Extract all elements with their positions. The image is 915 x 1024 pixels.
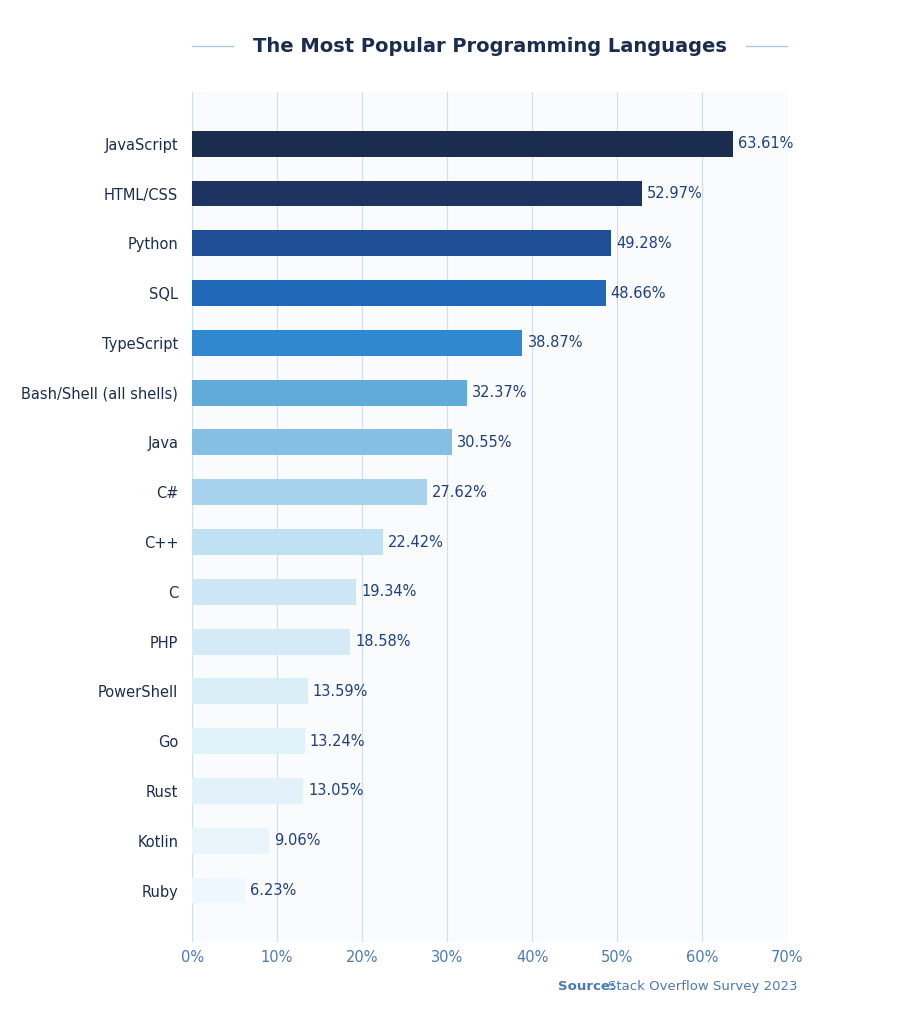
Bar	[192, 230, 611, 256]
Text: Source:: Source:	[558, 980, 616, 993]
Text: 18.58%: 18.58%	[355, 634, 411, 649]
Bar	[192, 878, 245, 903]
Bar	[192, 778, 303, 804]
Text: Stack Overflow Survey 2023: Stack Overflow Survey 2023	[608, 980, 798, 993]
Text: 49.28%: 49.28%	[616, 236, 672, 251]
Text: 38.87%: 38.87%	[528, 336, 583, 350]
Text: 30.55%: 30.55%	[457, 435, 512, 450]
Bar	[192, 180, 642, 207]
Bar	[192, 529, 382, 555]
Bar	[192, 827, 269, 854]
Text: 27.62%: 27.62%	[432, 484, 488, 500]
Text: 48.66%: 48.66%	[610, 286, 666, 301]
Text: 19.34%: 19.34%	[361, 585, 417, 599]
Bar	[192, 380, 468, 406]
Text: 13.59%: 13.59%	[313, 684, 368, 698]
Bar	[192, 579, 357, 605]
Bar	[192, 479, 426, 505]
Text: 32.37%: 32.37%	[472, 385, 528, 400]
Text: 9.06%: 9.06%	[274, 834, 320, 848]
Bar	[192, 131, 733, 157]
Bar	[192, 679, 307, 705]
Text: 52.97%: 52.97%	[647, 186, 703, 201]
Bar	[192, 429, 452, 456]
Text: 63.61%: 63.61%	[737, 136, 793, 152]
Bar	[192, 728, 305, 754]
Text: 13.05%: 13.05%	[308, 783, 363, 799]
Text: The Most Popular Programming Languages: The Most Popular Programming Languages	[253, 37, 727, 55]
Text: 13.24%: 13.24%	[310, 733, 365, 749]
Bar	[192, 629, 350, 654]
Bar	[192, 281, 606, 306]
Text: 6.23%: 6.23%	[250, 883, 296, 898]
Text: 22.42%: 22.42%	[388, 535, 444, 550]
Bar	[192, 330, 522, 355]
